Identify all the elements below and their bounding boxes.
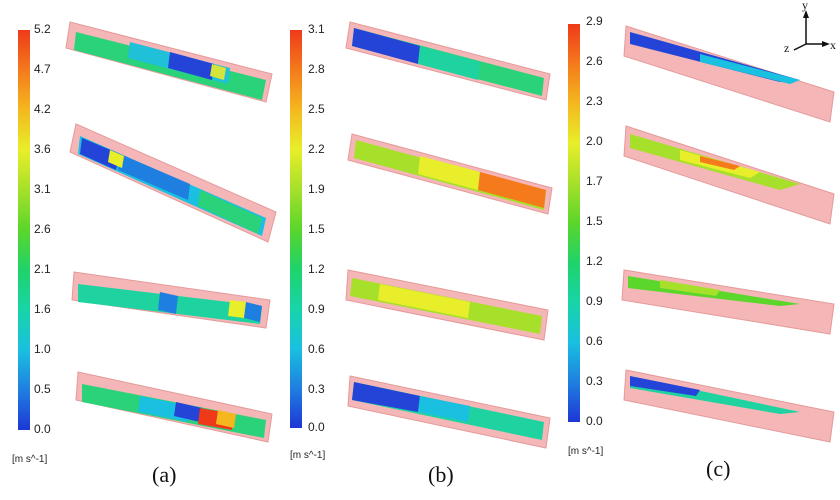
flow-field xyxy=(228,300,246,318)
flow-field xyxy=(418,396,470,422)
colorbar-c-tick: 2.0 xyxy=(586,134,603,148)
flow-field xyxy=(660,280,720,296)
pipe-c2 xyxy=(623,125,835,225)
colorbar-c-tick: 1.7 xyxy=(586,174,603,188)
axis-label-y: y xyxy=(802,0,808,12)
colorbar-b-tick: 1.2 xyxy=(308,262,325,276)
flow-field xyxy=(700,54,800,84)
flow-field xyxy=(198,190,262,234)
colorbar-a-tick: 2.1 xyxy=(34,262,51,276)
colorbar-a-tick: 4.2 xyxy=(34,102,51,116)
pipe-body xyxy=(623,369,835,443)
pipe-a3 xyxy=(71,271,271,329)
colorbar-b-tick: 0.6 xyxy=(308,342,325,356)
colorbar-b-tick: 3.1 xyxy=(308,22,325,36)
colorbar-a-tick: 0.0 xyxy=(34,422,51,436)
x-axis-arrow xyxy=(822,41,830,47)
colorbar-a-tick: 3.1 xyxy=(34,182,51,196)
pipe-c1 xyxy=(623,25,835,123)
z-axis-line xyxy=(793,43,807,51)
pipe-a4 xyxy=(75,371,273,443)
pipe-b1 xyxy=(345,21,551,101)
colorbar-a-tick: 4.7 xyxy=(34,62,51,76)
pipe-a1 xyxy=(65,21,273,103)
flow-field xyxy=(352,28,420,64)
flow-field xyxy=(418,46,480,80)
flow-field xyxy=(478,172,546,208)
pipe-body xyxy=(621,269,835,335)
colorbar-a-tick: 1.0 xyxy=(34,342,51,356)
colorbar-b-tick: 0.9 xyxy=(308,302,325,316)
flow-field xyxy=(418,156,480,190)
colorbar-c-tick: 2.6 xyxy=(586,54,603,68)
colorbar-a-tick: 0.5 xyxy=(34,382,51,396)
colorbar-b-tick: 0.3 xyxy=(308,382,325,396)
flow-field xyxy=(216,410,236,428)
pipe-b3 xyxy=(345,269,549,341)
pipe-a2 xyxy=(69,123,277,243)
colorbar-a-tick: 2.6 xyxy=(34,222,51,236)
panel-label-c: (c) xyxy=(706,456,731,481)
colorbar-b-tick: 2.5 xyxy=(308,102,325,116)
axis-label-x: x xyxy=(830,38,836,52)
colorbar-c-tick: 0.9 xyxy=(586,294,603,308)
flow-field xyxy=(118,154,190,200)
pipe-c3 xyxy=(621,269,835,335)
colorbar-a-strip xyxy=(18,30,30,430)
flow-field xyxy=(168,52,214,80)
pipe-c4 xyxy=(623,369,835,443)
colorbar-c-strip xyxy=(568,24,580,422)
flow-field xyxy=(108,150,124,168)
axis-label-z: z xyxy=(784,41,789,55)
flow-field xyxy=(174,402,202,422)
pipe-b2 xyxy=(347,133,553,215)
flow-field xyxy=(244,302,262,322)
flow-field xyxy=(158,292,178,314)
colorbar-b-tick: 1.9 xyxy=(308,182,325,196)
colorbar-c-tick: 2.3 xyxy=(586,94,603,108)
colorbar-b-tick: 0.0 xyxy=(308,420,325,434)
pipe-b4 xyxy=(347,375,551,449)
colorbar-b-unit: [m s^-1] xyxy=(290,450,326,461)
panel-label-a: (a) xyxy=(152,462,177,487)
flow-field xyxy=(630,376,700,396)
colorbar-b-tick: 2.8 xyxy=(308,62,325,76)
colorbar-c-tick: 0.6 xyxy=(586,334,603,348)
colorbar-a-tick: 1.6 xyxy=(34,302,51,316)
colorbar-c-tick: 2.9 xyxy=(586,14,603,28)
y-axis-arrow xyxy=(803,10,809,18)
colorbar-c-tick: 0.0 xyxy=(586,414,603,428)
flow-field xyxy=(700,156,740,170)
colorbar-c-unit: [m s^-1] xyxy=(568,446,604,457)
colorbar-b-strip xyxy=(290,30,302,428)
colorbar-c-tick: 1.2 xyxy=(586,254,603,268)
colorbar-b-tick: 2.2 xyxy=(308,142,325,156)
axis-triad: y x z xyxy=(784,0,836,55)
colorbar-a-tick: 3.6 xyxy=(34,142,51,156)
colorbar-b-tick: 1.5 xyxy=(308,222,325,236)
colorbar-a-tick: 5.2 xyxy=(34,22,51,36)
flow-field xyxy=(352,382,420,412)
colorbar-c-tick: 0.3 xyxy=(586,374,603,388)
colorbar-c-tick: 1.5 xyxy=(586,214,603,228)
flow-field xyxy=(210,64,226,80)
panel-label-b: (b) xyxy=(428,462,454,487)
flow-field xyxy=(378,284,470,318)
colorbar-a-unit: [m s^-1] xyxy=(12,454,48,465)
